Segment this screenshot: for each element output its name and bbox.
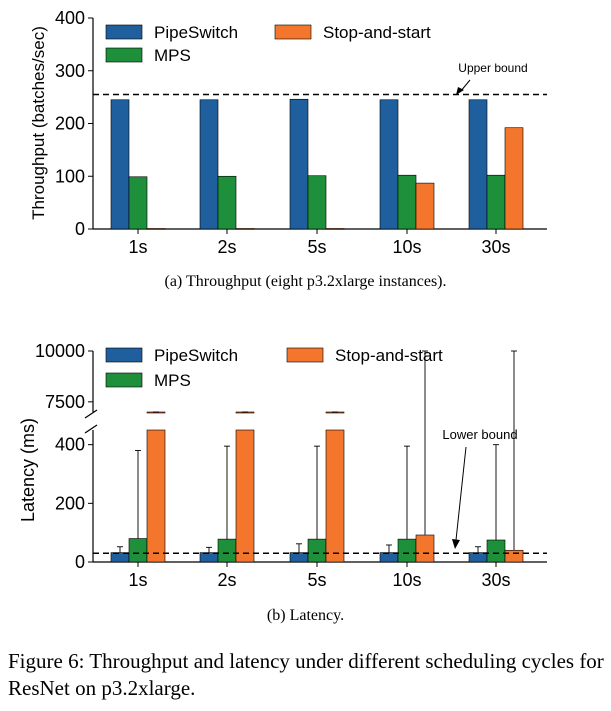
throughput-legend-swatch (274, 24, 312, 40)
throughput-bar (199, 99, 219, 230)
throughput-x-tick-label: 1s (128, 237, 147, 257)
latency-y-label: Latency (ms) (18, 418, 38, 522)
lower-bound-arrowhead (452, 539, 460, 549)
latency-y-tick-label: 400 (55, 435, 85, 455)
throughput-bar (110, 99, 130, 230)
latency-bar (235, 429, 255, 563)
throughput-y-label: Throughput (batches/sec) (29, 26, 48, 220)
throughput-bar (468, 99, 488, 230)
throughput-y-tick-label: 100 (55, 166, 85, 186)
latency-bar (468, 552, 488, 563)
latency-x-tick-label: 2s (217, 570, 236, 590)
latency-bar (397, 538, 417, 563)
latency-bar (289, 552, 309, 563)
throughput-legend-label: MPS (154, 46, 191, 65)
throughput-x-tick-label: 2s (217, 237, 236, 257)
latency-y-tick-label: 200 (55, 493, 85, 513)
axis-break-mark (84, 424, 98, 434)
latency-x-tick-label: 1s (128, 570, 147, 590)
throughput-y-tick-label: 0 (75, 219, 85, 239)
latency-y-tick-label: 0 (75, 552, 85, 572)
throughput-bar (379, 99, 399, 230)
latency-legend-swatch (105, 372, 143, 388)
throughput-bar (289, 98, 309, 230)
latency-bar (110, 552, 130, 563)
latency-y-tick-label: 10000 (35, 341, 85, 361)
throughput-x-tick-label: 5s (307, 237, 326, 257)
throughput-legend-label: PipeSwitch (154, 23, 238, 42)
latency-bar (486, 539, 506, 563)
caption-latency: (b) Latency. (266, 607, 345, 624)
throughput-x-tick-label: 10s (392, 237, 421, 257)
throughput-legend-label: Stop-and-start (323, 23, 431, 42)
upper-bound-label: Upper bound (458, 61, 527, 75)
latency-legend-label: Stop-and-start (335, 346, 443, 365)
throughput-bar (415, 182, 435, 230)
throughput-bar (397, 174, 417, 230)
throughput-bar (235, 228, 255, 230)
throughput-y-tick-label: 300 (55, 61, 85, 81)
figure-caption: Figure 6: Throughput and latency under d… (8, 649, 604, 700)
throughput-legend-swatch (105, 47, 143, 63)
latency-bar (217, 538, 237, 563)
throughput-bar (504, 127, 524, 230)
throughput-y-tick-label: 400 (55, 8, 85, 28)
latency-bar (146, 429, 166, 563)
throughput-bar (146, 228, 166, 230)
lower-bound-label: Lower bound (442, 427, 517, 442)
upper-bound-arrowhead (456, 87, 464, 95)
throughput-bar (128, 176, 148, 230)
latency-y-tick-label: 7500 (45, 392, 85, 412)
throughput-x-tick-label: 30s (481, 237, 510, 257)
throughput-bar (486, 174, 506, 230)
latency-bar (379, 552, 399, 563)
latency-bar (504, 549, 524, 563)
latency-legend-label: PipeSwitch (154, 346, 238, 365)
latency-x-tick-label: 10s (392, 570, 421, 590)
throughput-bar (325, 228, 345, 230)
latency-bar (199, 552, 219, 563)
latency-legend-label: MPS (154, 371, 191, 390)
lower-bound-arrow (455, 446, 467, 541)
throughput-bar (217, 175, 237, 230)
throughput-bar (307, 175, 327, 230)
latency-bar (128, 538, 148, 563)
caption-throughput: (a) Throughput (eight p3.2xlarge instanc… (164, 273, 447, 290)
throughput-legend-swatch (105, 24, 143, 40)
throughput-y-tick-label: 200 (55, 114, 85, 134)
latency-x-tick-label: 5s (307, 570, 326, 590)
latency-bar (325, 429, 345, 563)
latency-bar (307, 538, 327, 563)
latency-bar (415, 534, 435, 563)
latency-legend-swatch (286, 347, 324, 363)
latency-x-tick-label: 30s (481, 570, 510, 590)
axis-break-mark (84, 409, 98, 419)
latency-legend-swatch (105, 347, 143, 363)
